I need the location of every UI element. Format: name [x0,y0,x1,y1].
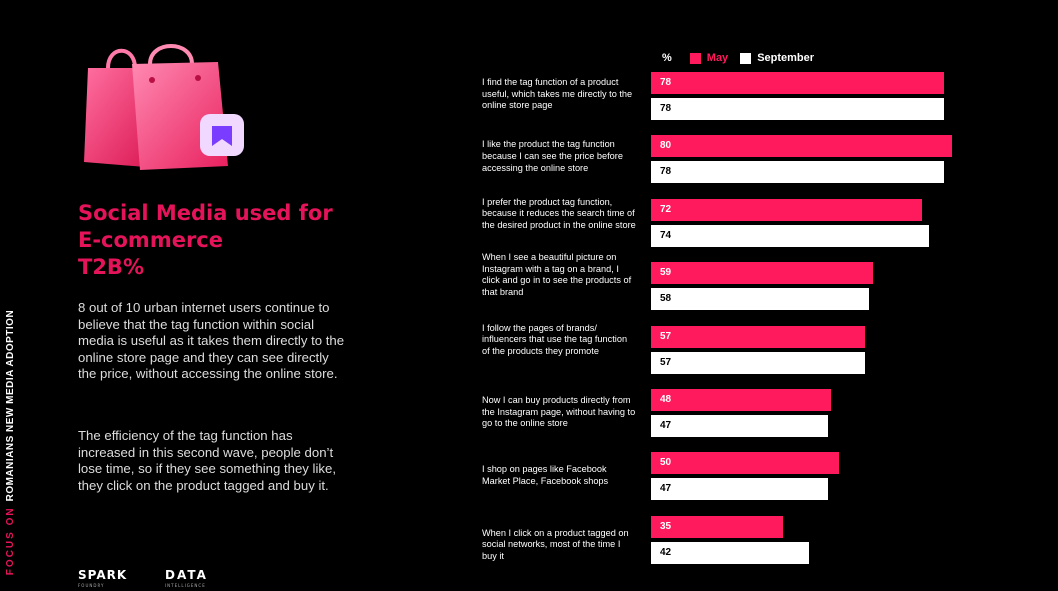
value-label-september: 58 [660,293,672,305]
title-line-2: E-commerce [78,228,223,252]
intro-paragraph: 8 out of 10 urban internet users continu… [78,300,345,382]
legend-label-september: September [757,52,815,64]
category-label: When I click on a product tagged on soci… [482,527,629,561]
category-label: I find the tag function of a product use… [482,77,633,111]
spark-logo-sub: FOUNDRY [78,583,105,588]
bar-may [651,262,873,285]
chart-legend: % May September [662,52,814,64]
side-tag-focus: FOCUS ON [5,505,17,575]
legend-swatch-may [689,52,701,64]
data-logo-text: DATA [165,568,208,582]
side-tag: FOCUS ON ROMANIANS NEW MEDIA ADOPTION [2,300,20,584]
bar-september [651,415,828,437]
bar-may [651,452,839,475]
category-label: When I see a beautiful picture on Instag… [482,252,632,297]
data-logo: DATA INTELLIGENCE [165,568,208,588]
bar-may [651,389,832,411]
data-logo-sub: INTELLIGENCE [165,583,206,588]
value-label-september: 42 [660,546,672,558]
value-label-may: 48 [660,394,672,405]
value-label-may: 50 [660,457,672,469]
bar-may [651,135,952,158]
bar-may [651,72,945,94]
bar-may [651,515,783,538]
spark-logo: SPARK FOUNDRY [78,568,127,588]
value-label-september: 78 [660,166,672,178]
category-label: I like the product the tag function beca… [482,139,623,173]
bar-september [651,98,945,120]
page-title: Social Media used for E-commerce T2B% [78,200,333,281]
bar-september [651,161,945,184]
category-label: I follow the pages of brands/ influencer… [482,322,628,356]
value-label-may: 57 [660,330,672,342]
value-label-september: 47 [660,483,672,495]
bar-september [651,351,866,374]
value-label-may: 35 [660,520,672,532]
title-line-3: T2B% [78,255,144,279]
bar-september [651,288,870,311]
value-label-september: 78 [660,103,672,114]
legend-unit: % [662,52,672,64]
category-label: Now I can buy products directly from the… [482,395,636,429]
bar-september [651,224,930,247]
spark-logo-text: SPARK [78,568,128,582]
value-label-may: 80 [660,140,672,152]
value-label-may: 59 [660,267,672,279]
efficiency-paragraph: The efficiency of the tag function has i… [78,428,337,493]
value-label-september: 57 [660,356,672,368]
bar-may [651,325,866,348]
legend-label-may: May [706,52,729,64]
value-label-may: 72 [660,203,672,215]
category-label: I shop on pages like Facebook Market Pla… [482,464,609,486]
title-line-1: Social Media used for [78,201,333,225]
value-label-september: 74 [660,229,672,241]
value-label-september: 47 [660,420,672,431]
bar-may [651,198,922,221]
value-label-may: 78 [660,77,672,88]
category-label: I prefer the product tag function, becau… [482,196,636,230]
bar-september [651,478,828,501]
shopping-bag-icon [84,44,244,170]
legend-swatch-september [740,52,752,64]
side-tag-name: ROMANIANS NEW MEDIA ADOPTION [5,309,17,501]
bar-september [651,541,809,564]
